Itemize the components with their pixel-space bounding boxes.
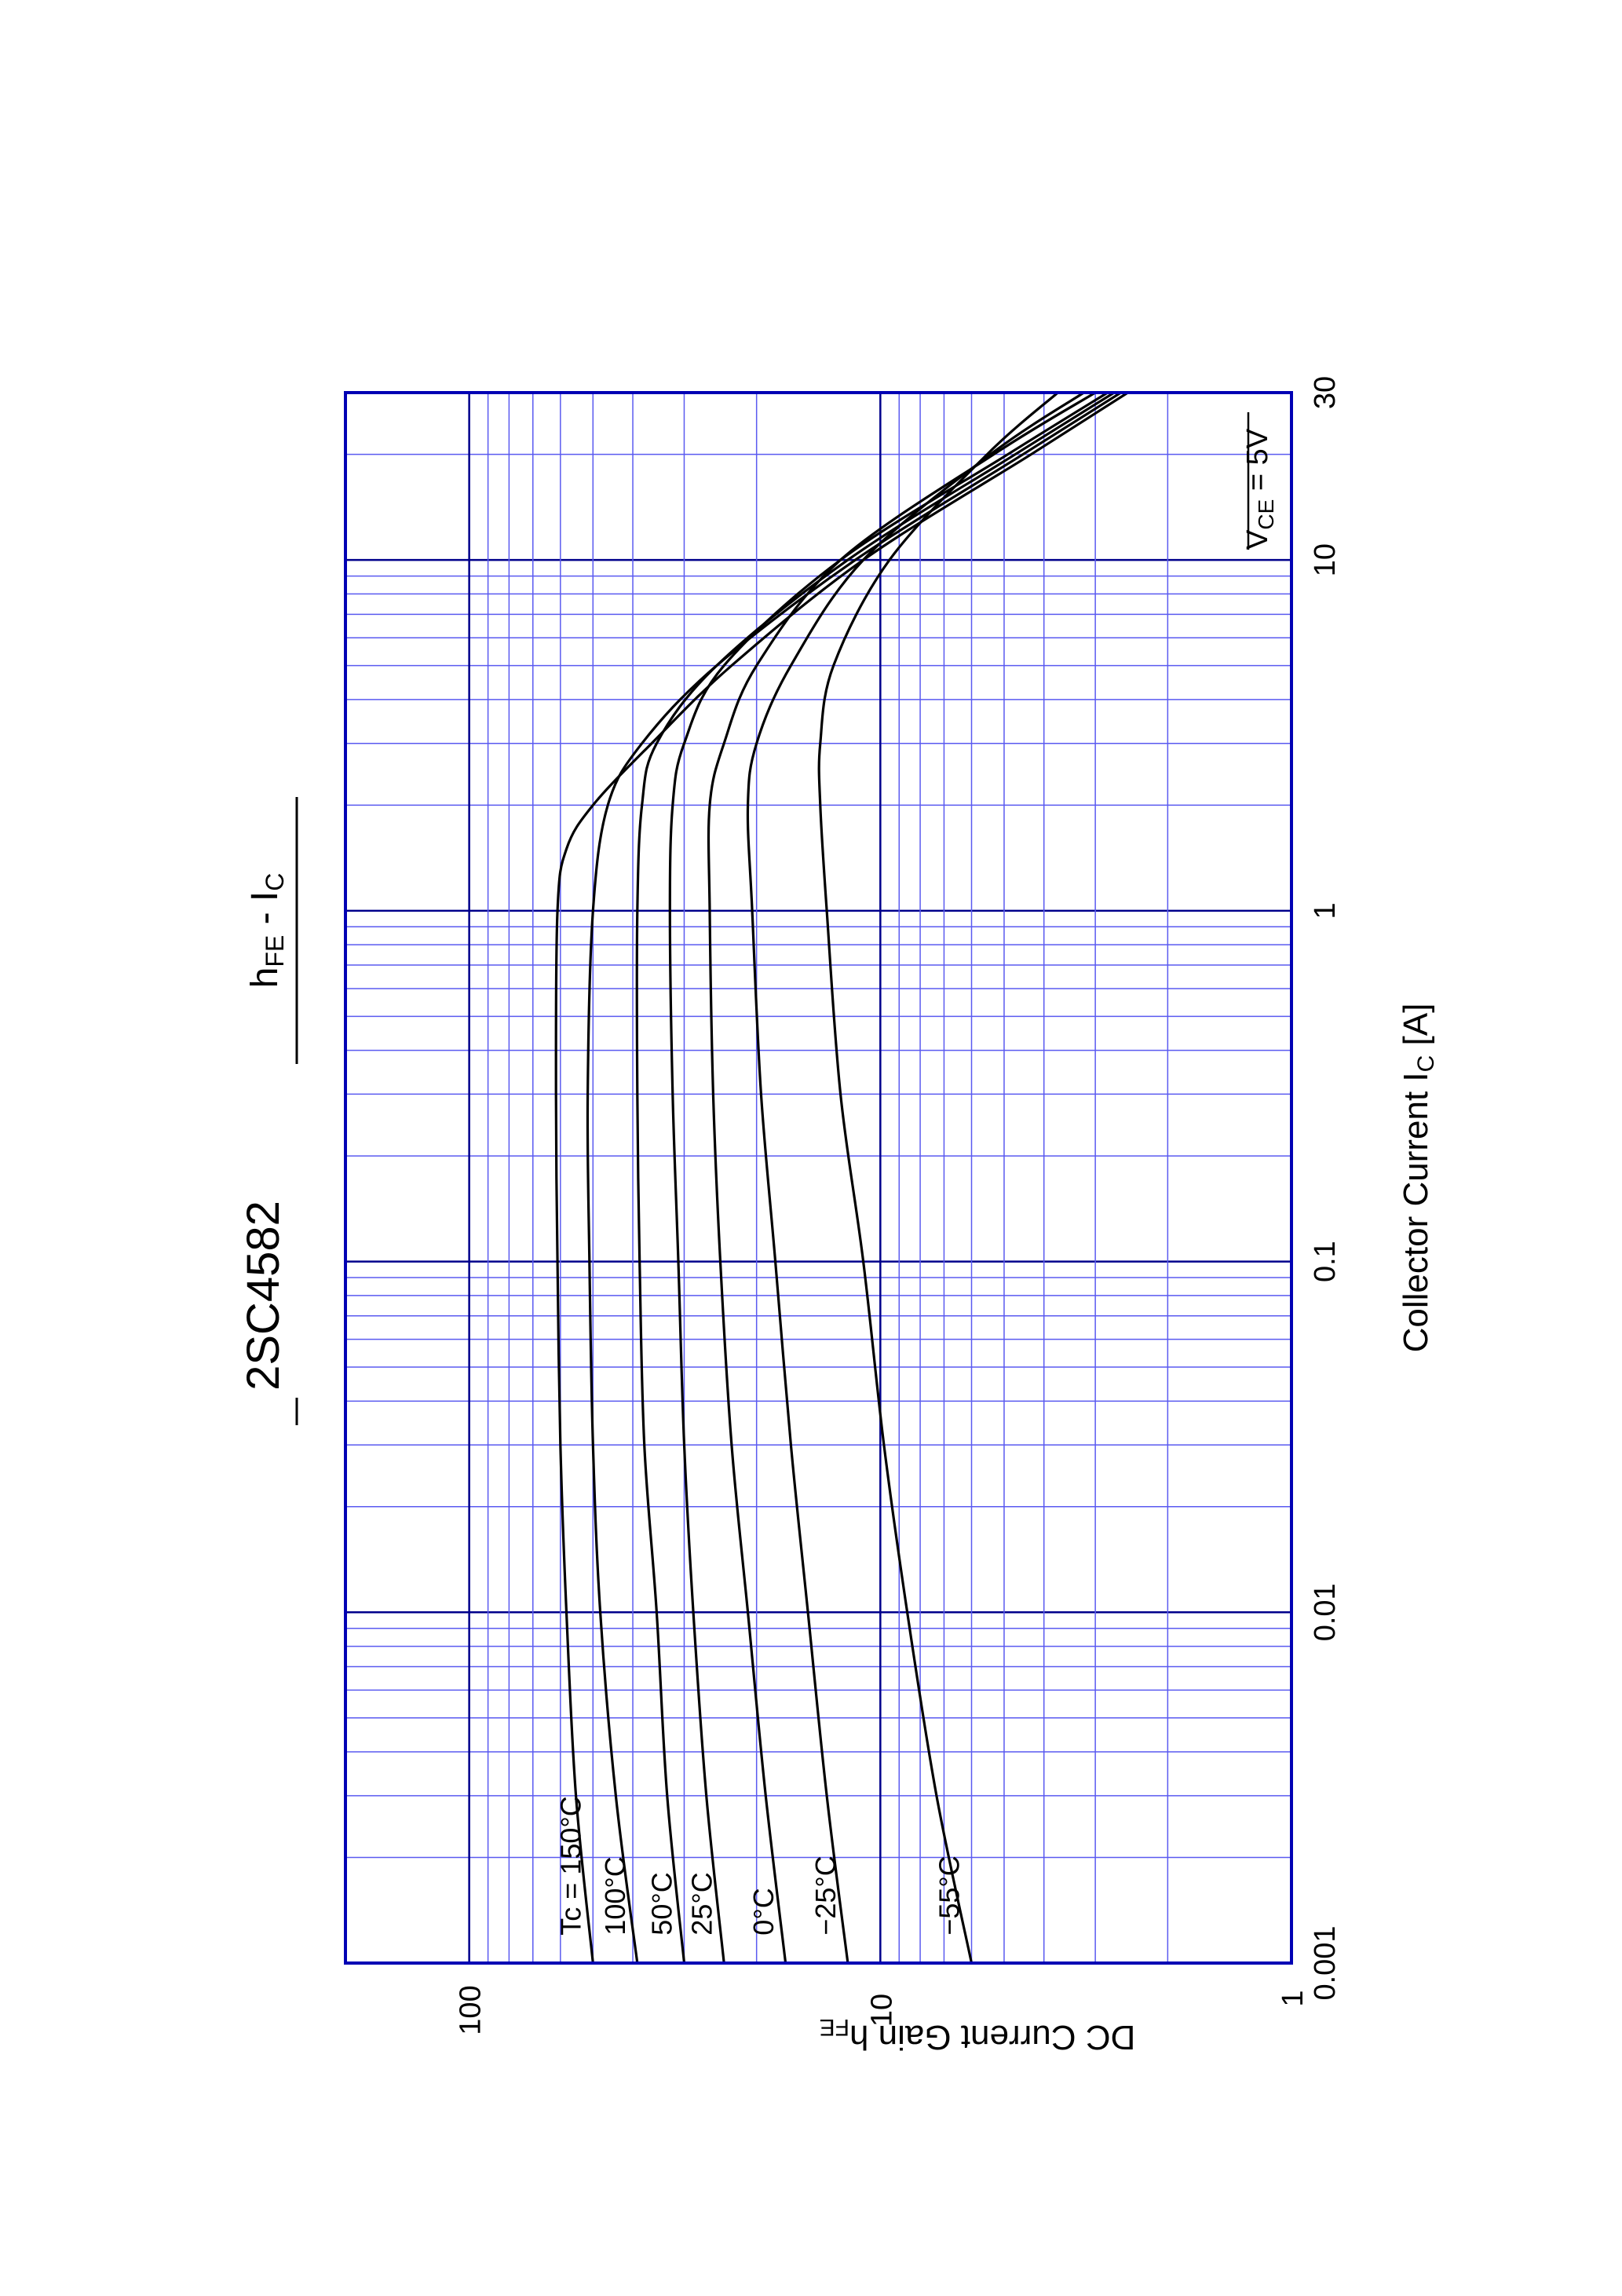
x-tick-labels: 0.001 0.01 0.1 1 10 30 xyxy=(1309,376,1342,2001)
x-tick-label: 0.01 xyxy=(1309,1583,1342,1641)
series-curve-3 xyxy=(668,391,1109,1964)
series-label: 50°C xyxy=(646,1872,678,1935)
series-label: −25°C xyxy=(809,1855,842,1935)
x-tick-label: 1 xyxy=(1309,902,1342,919)
x-tick-label: 0.001 xyxy=(1309,1925,1342,2000)
series-curve-6 xyxy=(817,391,1059,1964)
y-tick-label: 10 xyxy=(865,1994,898,2027)
series-curve-0 xyxy=(554,391,1129,1964)
condition-label: VCE = 5V xyxy=(1241,428,1278,550)
series-label: 0°C xyxy=(747,1888,780,1935)
series-label: 100°C xyxy=(599,1856,631,1935)
series-curve-5 xyxy=(746,391,1085,1964)
series-label: −55°C xyxy=(933,1855,966,1935)
x-tick-label: 0.1 xyxy=(1309,1241,1342,1282)
series-curve-4 xyxy=(707,391,1096,1964)
chart-title: 2SC4582 xyxy=(238,1201,289,1391)
x-axis-title: Collector Current IC [A] xyxy=(1397,1004,1439,1353)
chart-subtitle: hFE - IC xyxy=(244,873,289,989)
y-tick-label: 100 xyxy=(455,1985,488,2035)
series-curve-1 xyxy=(586,391,1122,1964)
series-curve-2 xyxy=(635,391,1115,1964)
plot-frame xyxy=(344,391,1293,1965)
y-tick-label: 1 xyxy=(1277,1990,1310,2006)
series-labels: Tc = 150°C 100°C 50°C 25°C 0°C −25°C −55°C xyxy=(555,1796,966,1936)
y-axis-title: DC Current Gain hFE xyxy=(820,2014,1136,2057)
series-label: Tc = 150°C xyxy=(555,1796,587,1936)
x-tick-label: 30 xyxy=(1309,376,1342,409)
y-tick-labels: 1 10 100 xyxy=(455,1985,1310,2035)
series-label: 25°C xyxy=(685,1872,718,1935)
x-tick-label: 10 xyxy=(1309,543,1342,576)
data-curves xyxy=(554,391,1129,1964)
